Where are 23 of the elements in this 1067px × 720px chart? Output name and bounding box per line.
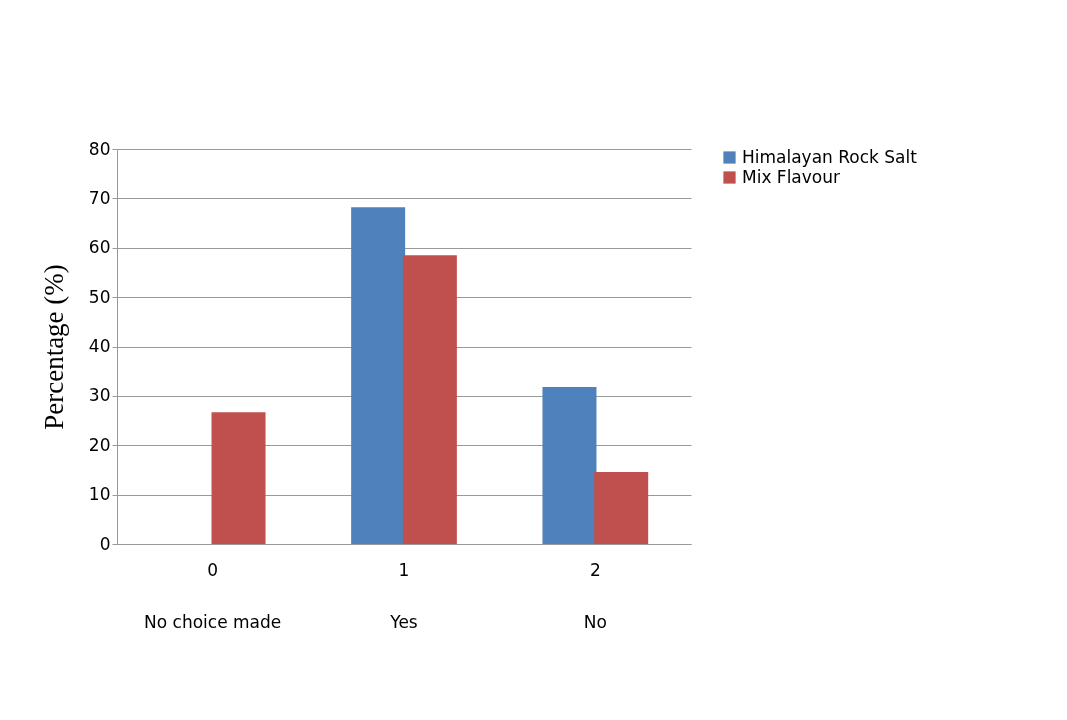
x-tick-label: 1: [398, 559, 410, 580]
y-tick-label: 60: [88, 237, 111, 258]
y-tick-label: 40: [88, 336, 111, 356]
x-tick-label: 2: [589, 559, 601, 580]
y-tick-label: 70: [88, 187, 111, 208]
bar: [402, 255, 457, 544]
text: No: [583, 612, 607, 632]
y-axis-title: Percentage (%): [38, 264, 69, 430]
bar: [211, 412, 266, 544]
y-tick-label: 30: [88, 385, 111, 406]
legend-label: Himalayan Rock Salt: [742, 146, 918, 167]
y-tick-label: 0: [99, 533, 111, 554]
legend-label: Mix Flavour: [742, 166, 841, 187]
bar: [542, 386, 597, 544]
x-tick-label: 0: [207, 559, 219, 580]
y-tick-label: 50: [88, 286, 111, 307]
y-tick-label: 20: [88, 434, 111, 455]
text: No choice made: [144, 612, 282, 632]
bar: [351, 207, 406, 544]
y-tick-label: 10: [88, 484, 111, 505]
bar: [594, 471, 649, 544]
text: Yes: [389, 612, 418, 632]
y-tick-label: 80: [88, 138, 111, 159]
